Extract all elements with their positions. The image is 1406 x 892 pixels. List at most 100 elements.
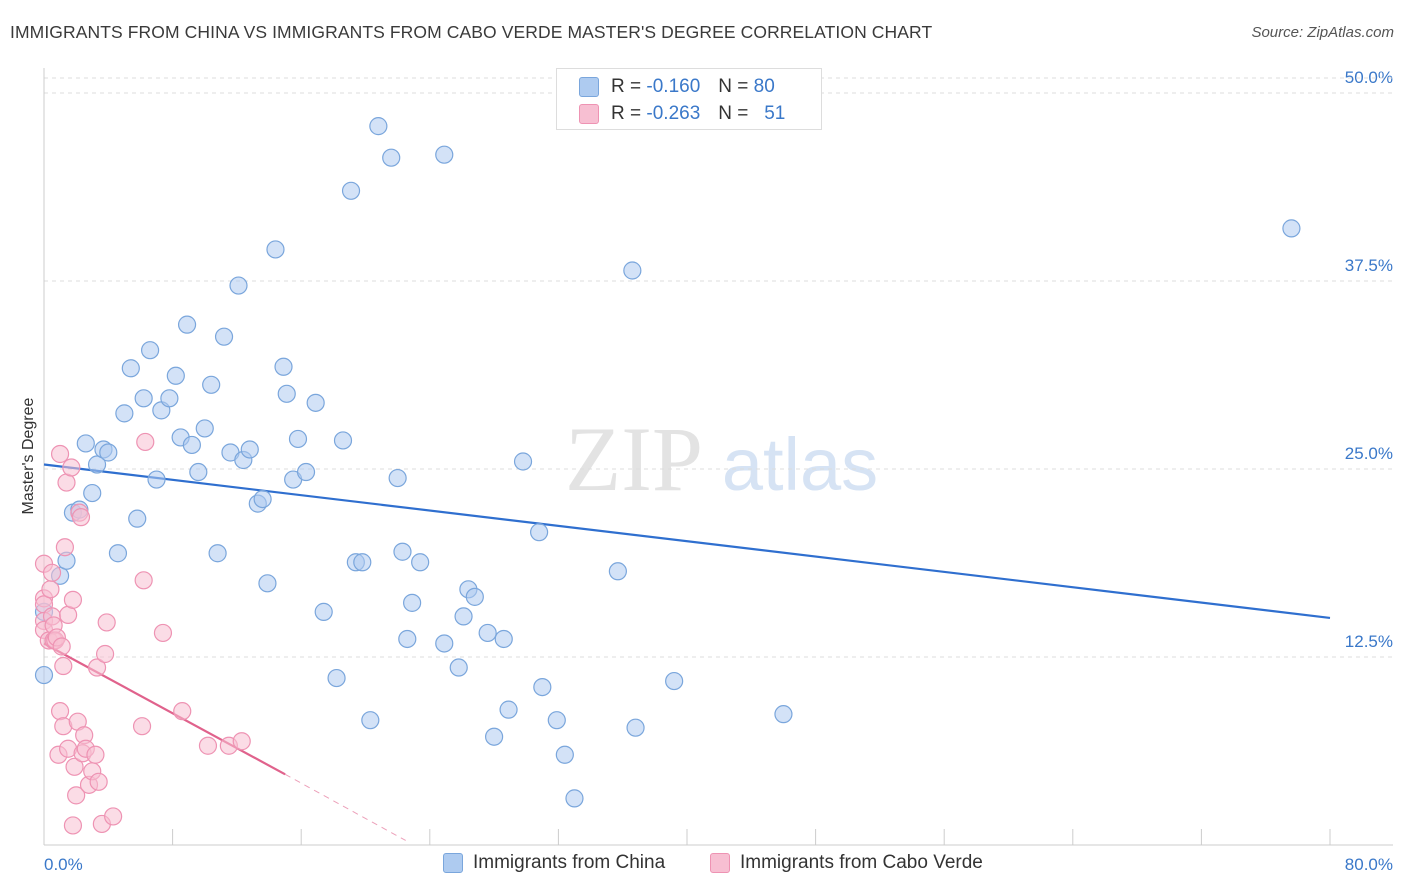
china-point <box>253 489 272 509</box>
y-axis-label: Master's Degree <box>20 397 37 514</box>
china-trend-line <box>43 463 1331 620</box>
cabo-point <box>50 702 70 721</box>
cabo-swatch-icon <box>579 104 599 124</box>
cabo-point <box>232 732 251 751</box>
china-point <box>76 434 95 453</box>
china-point <box>327 668 346 688</box>
china-point <box>229 276 248 295</box>
china-point <box>128 509 147 528</box>
china-point <box>626 718 645 737</box>
watermark-zip: ZIP <box>565 408 703 510</box>
china-point <box>182 435 201 455</box>
cabo-point <box>52 637 71 656</box>
china-point <box>195 419 214 438</box>
cabo-r-value: -0.263 <box>646 103 701 124</box>
source-label: Source: ZipAtlas.com <box>1251 24 1394 41</box>
legend-item-china[interactable]: Immigrants from China <box>443 852 665 874</box>
y-tick-label: 25.0% <box>1345 444 1393 463</box>
cabo-legend-swatch-icon <box>710 853 730 873</box>
china-point <box>388 468 407 488</box>
china-point <box>266 240 285 259</box>
china-point <box>208 544 227 563</box>
cabo-point <box>55 538 74 557</box>
cabo-point <box>136 432 155 452</box>
cabo-point <box>59 605 78 625</box>
china-n-value: 80 <box>753 76 775 97</box>
china-point <box>166 366 185 385</box>
china-point <box>485 727 504 746</box>
china-point <box>147 470 166 489</box>
cabo-point <box>89 772 108 791</box>
china-legend-swatch-icon <box>443 853 463 873</box>
cabo-r-label: R = <box>611 103 642 124</box>
cabo-point <box>97 613 116 632</box>
china-point <box>608 562 627 581</box>
china-point <box>108 544 128 563</box>
cabo-point <box>134 571 153 590</box>
china-point <box>274 357 293 376</box>
china-point <box>382 148 401 167</box>
china-point <box>1282 219 1301 238</box>
china-point <box>393 542 412 561</box>
china-point <box>454 607 473 626</box>
cabo-trend-line <box>43 642 286 776</box>
china-point <box>353 553 372 572</box>
cabo-point <box>41 580 60 599</box>
cabo-point <box>153 623 173 643</box>
y-tick-label: 12.5% <box>1345 632 1393 651</box>
x-tick-label-max: 80.0% <box>1345 855 1393 874</box>
cabo-point <box>104 807 123 826</box>
cabo-point <box>87 658 107 677</box>
china-point <box>288 429 308 449</box>
china-point <box>494 629 513 649</box>
stats-legend: R = -0.160 N = 80 R = -0.263 N = 51 <box>556 68 822 130</box>
cabo-point <box>198 736 218 755</box>
cabo-trend-extension <box>284 773 406 841</box>
china-point <box>115 404 134 423</box>
china-point <box>623 261 642 280</box>
china-point <box>134 389 153 408</box>
china-point <box>665 671 684 691</box>
cabo-point <box>71 508 91 527</box>
legend-label-china: Immigrants from China <box>473 852 666 873</box>
china-point <box>449 658 468 677</box>
china-r-label: R = <box>611 76 642 97</box>
x-tick-label-min: 0.0% <box>44 855 83 874</box>
china-swatch-icon <box>579 77 599 97</box>
y-tick-label: 37.5% <box>1345 256 1393 275</box>
china-point <box>296 462 316 482</box>
china-point <box>435 634 454 653</box>
china-point <box>314 602 333 621</box>
cabo-point <box>57 473 76 492</box>
china-point <box>306 393 325 412</box>
china-point <box>435 145 454 164</box>
cabo-point <box>67 786 86 805</box>
china-point <box>513 452 533 471</box>
china-point <box>533 677 552 697</box>
china-point <box>565 789 584 808</box>
china-point <box>547 711 566 730</box>
stats-row-china: R = -0.160 N = 80 <box>579 74 775 100</box>
cabo-point <box>50 444 70 464</box>
legend-label-cabo: Immigrants from Cabo Verde <box>740 852 983 873</box>
china-point <box>189 462 208 482</box>
cabo-point <box>95 644 115 664</box>
cabo-n-label: N = <box>718 103 749 124</box>
china-point <box>403 593 422 612</box>
cabo-point <box>86 745 105 764</box>
china-point <box>214 327 234 346</box>
china-point <box>160 389 179 408</box>
china-point <box>361 711 380 730</box>
legend-item-cabo[interactable]: Immigrants from Cabo Verde <box>710 852 983 874</box>
china-point <box>774 705 793 724</box>
china-point <box>87 455 107 474</box>
china-point <box>499 700 518 719</box>
china-r-value: -0.160 <box>646 76 701 97</box>
watermark-atlas: atlas <box>722 423 878 506</box>
china-n-label: N = <box>718 76 749 97</box>
china-point <box>258 574 277 593</box>
cabo-point <box>132 717 152 736</box>
china-point <box>121 359 140 378</box>
cabo-point <box>54 656 73 676</box>
